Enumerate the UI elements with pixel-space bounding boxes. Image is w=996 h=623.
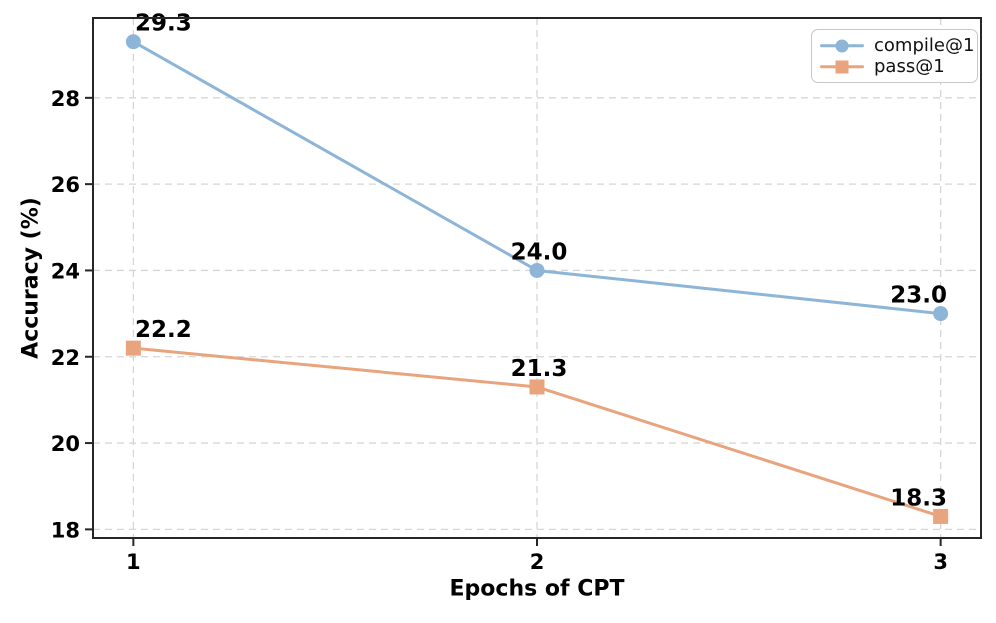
x-axis-label: Epochs of CPT: [449, 576, 625, 602]
legend-item-compile-at-1: compile@1: [820, 35, 974, 56]
circle-marker-icon: [835, 39, 849, 52]
circle-marker-icon: [529, 262, 545, 278]
circle-marker-icon: [933, 306, 949, 322]
circle-marker-icon: [125, 34, 141, 50]
square-marker-icon: [125, 340, 141, 356]
x-tick-label: 2: [530, 550, 545, 574]
data-point-label: 18.3: [890, 485, 947, 511]
x-tick-label: 1: [126, 550, 141, 574]
y-tick-label: 28: [51, 87, 80, 111]
legend-sample-pass-at-1: [820, 59, 864, 75]
data-point-label: 22.2: [135, 317, 192, 343]
square-marker-icon: [529, 379, 545, 395]
y-tick-label: 20: [51, 432, 80, 456]
square-marker-icon: [835, 60, 849, 73]
data-point-label: 23.0: [890, 283, 947, 309]
legend-sample-compile-at-1: [820, 38, 864, 54]
legend-label: pass@1: [874, 56, 945, 77]
data-point-label: 29.3: [135, 11, 192, 37]
data-point-label: 24.0: [511, 239, 568, 265]
y-tick-label: 26: [51, 173, 80, 197]
y-tick-label: 24: [51, 259, 80, 283]
data-point-label: 21.3: [511, 356, 568, 382]
legend: compile@1 pass@1: [811, 29, 978, 83]
legend-item-pass-at-1: pass@1: [820, 56, 969, 77]
square-marker-icon: [933, 508, 949, 524]
legend-label: compile@1: [874, 35, 975, 56]
y-tick-label: 22: [51, 346, 80, 370]
y-axis-label: Accuracy (%): [18, 197, 44, 359]
y-tick-label: 18: [51, 518, 80, 542]
x-tick-label: 3: [933, 550, 948, 574]
